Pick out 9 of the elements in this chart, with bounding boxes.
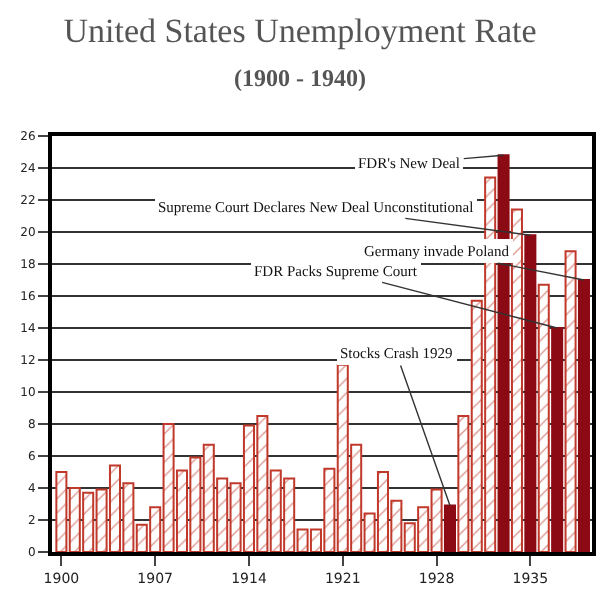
chart-subtitle: (1900 - 1940) xyxy=(234,64,366,93)
bar xyxy=(551,327,564,552)
chart-title: United States Unemployment Rate xyxy=(63,12,537,50)
bar xyxy=(577,279,590,552)
bar xyxy=(564,250,577,552)
bar xyxy=(537,283,550,552)
bar xyxy=(443,504,456,552)
bar xyxy=(510,208,523,552)
bar xyxy=(524,234,537,552)
